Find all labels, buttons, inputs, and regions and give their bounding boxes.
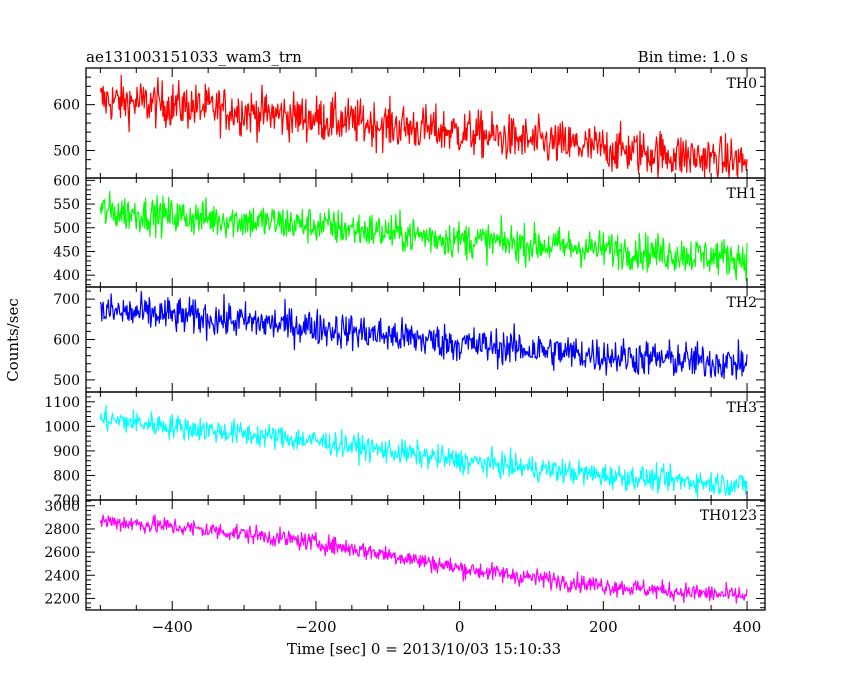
panel-frame xyxy=(85,177,766,288)
panel-th2: 500 600 700 TH2 xyxy=(53,286,766,393)
panel-th0123: 2200 2400 2600 2800 3000 TH0123 xyxy=(44,499,766,611)
y-tick-label: 500 xyxy=(53,373,80,389)
series-line-th0 xyxy=(99,74,748,179)
y-tick-label: 450 xyxy=(53,244,80,260)
y-tick-label: 1000 xyxy=(44,419,80,435)
y-tick-label: 3000 xyxy=(44,499,80,515)
y-tick-label: 550 xyxy=(53,197,80,213)
y-tick-label: 900 xyxy=(53,444,80,460)
y-tick-label: 2200 xyxy=(44,591,80,607)
panels-group: 500 600 TH0 400 450 500 550 600 TH1 500 600 700 TH2 7… xyxy=(44,67,766,636)
x-tick-label: 0 xyxy=(455,618,465,636)
panel-frame xyxy=(85,499,766,611)
panel-label: TH0123 xyxy=(700,508,757,524)
y-tick-label: 2600 xyxy=(44,545,80,561)
y-tick-label: 800 xyxy=(53,468,80,484)
y-tick-label: 600 xyxy=(53,173,80,189)
series-line-th2 xyxy=(99,290,748,380)
bin-time-label: Bin time: 1.0 s xyxy=(638,48,748,66)
x-tick-label: 400 xyxy=(733,618,762,636)
y-tick-label: 500 xyxy=(53,221,80,237)
series-line-th3 xyxy=(99,404,748,499)
panel-th1: 400 450 500 550 600 TH1 xyxy=(53,173,766,288)
series-line-th1 xyxy=(99,190,748,282)
panel-label: TH2 xyxy=(727,295,757,311)
y-tick-label: 1100 xyxy=(44,395,80,411)
y-tick-label: 2400 xyxy=(44,568,80,584)
y-axis-label: Counts/sec xyxy=(4,298,22,382)
x-tick-label: −400 xyxy=(152,618,193,636)
y-tick-label: 500 xyxy=(53,144,80,160)
panel-label: TH1 xyxy=(727,186,757,202)
y-tick-label: 700 xyxy=(53,292,80,308)
series-line-th0123 xyxy=(99,514,748,604)
panel-th3: 700 800 900 1000 1100 TH3 xyxy=(44,391,766,509)
panel-label: TH0 xyxy=(727,76,757,92)
y-tick-label: 700 xyxy=(53,493,80,509)
y-tick-label: 400 xyxy=(53,268,80,284)
x-tick-label: −200 xyxy=(295,618,336,636)
y-tick-label: 600 xyxy=(53,98,80,114)
x-tick-label: 200 xyxy=(589,618,618,636)
panel-th0: 500 600 TH0 xyxy=(53,67,766,179)
panel-label: TH3 xyxy=(727,400,757,416)
y-tick-label: 600 xyxy=(53,333,80,349)
y-tick-label: 2800 xyxy=(44,522,80,538)
chart-title: ae131003151033_wam3_trn xyxy=(86,48,302,66)
x-axis-label: Time [sec] 0 = 2013/10/03 15:10:33 xyxy=(287,640,561,658)
panel-frame xyxy=(85,391,766,501)
